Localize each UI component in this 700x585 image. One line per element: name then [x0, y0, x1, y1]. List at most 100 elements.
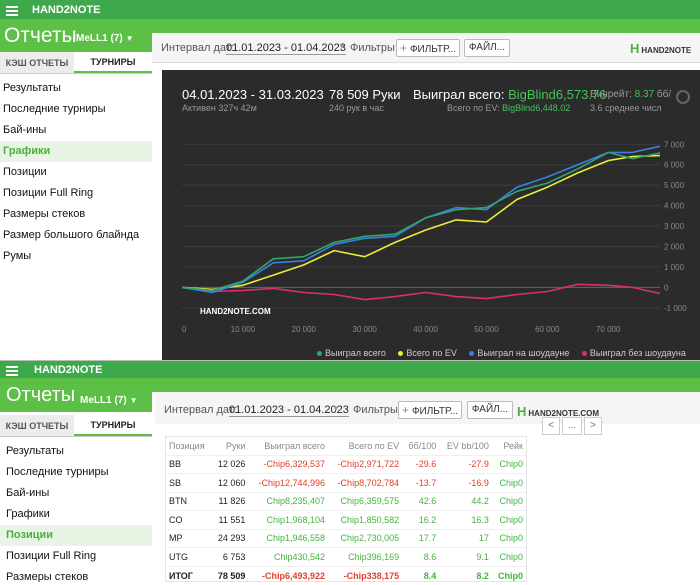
y-tick-label: 1 000 — [664, 263, 685, 272]
sidebar-item-stack-sizes[interactable]: Размеры стеков — [3, 208, 86, 220]
legend-dot-icon — [469, 351, 475, 357]
logo-text: HAND2NOTE.COM — [528, 409, 600, 418]
cell-ev-bb100: -27.9 — [439, 454, 492, 474]
sidebar-item-last-tournaments[interactable]: Последние турниры — [6, 466, 109, 478]
col-hands[interactable]: Руки — [225, 440, 246, 451]
sidebar-item-positions-full-ring[interactable]: Позиции Full Ring — [6, 550, 97, 562]
tab-cash-reports[interactable]: КЭШ ОТЧЕТЫ — [0, 52, 74, 73]
cell-bb100: 8.4 — [402, 565, 440, 585]
sidebar-item-positions-full-ring[interactable]: Позиции Full Ring — [3, 187, 94, 199]
cell-ev-bb100: 44.2 — [439, 491, 492, 511]
cell-ev-total: Chip396,169 — [328, 547, 403, 566]
cell-hands: 11 551 — [211, 510, 249, 529]
sidebar-item-positions[interactable]: Позиции — [3, 166, 47, 178]
sidebar-item-graphs[interactable]: Графики — [6, 508, 50, 520]
sidebar-item-positions[interactable]: Позиции — [0, 525, 152, 546]
cell-won-total: Chip8,235,407 — [248, 491, 329, 511]
plus-icon: + — [399, 41, 407, 55]
profile-selector[interactable]: MeLL1 (7) ▼ — [76, 33, 134, 44]
sidebar-nav: Результаты Последние турниры Бай-ины Гра… — [0, 441, 152, 582]
filter-button-label: ФИЛЬТР... — [409, 44, 457, 55]
file-button[interactable]: ФАЙЛ... — [467, 401, 513, 419]
tab-tournaments[interactable]: ТУРНИРЫ — [74, 415, 152, 436]
sidebar-item-buyins[interactable]: Бай-ины — [6, 487, 50, 499]
filter-button[interactable]: + ФИЛЬТР... — [398, 401, 462, 419]
x-tick-label: 10 000 — [231, 325, 256, 334]
file-button[interactable]: ФАЙЛ... — [464, 39, 510, 57]
table-row[interactable]: MP 24 293 Chip1,946,558 Chip2,730,005 17.7 17… — [166, 528, 526, 548]
more-pages-button[interactable]: ... — [562, 417, 582, 435]
cell-won-total: -Chip12,744,996 — [248, 473, 329, 492]
cell-bb100: 8.6 — [402, 547, 440, 566]
profile-selector[interactable]: MeLL1 (7) ▼ — [80, 395, 138, 406]
winrate-stat: Винрейт: 8.37 бб/ — [590, 89, 671, 100]
series-line-1 — [181, 154, 661, 291]
app-title: HAND2NOTE — [34, 364, 103, 376]
date-dropdown-icon[interactable]: ▼ — [338, 42, 346, 51]
header-band — [152, 19, 700, 33]
sidebar-item-stack-sizes[interactable]: Размеры стеков — [6, 571, 89, 582]
legend-label: Выиграл всего — [325, 348, 386, 358]
date-dropdown-icon[interactable]: ▼ — [332, 404, 340, 413]
app-titlebar: HAND2NOTE — [0, 361, 700, 378]
col-won-total[interactable]: Выиграл всего — [264, 440, 326, 451]
sidebar-item-buyins[interactable]: Бай-ины — [3, 124, 47, 136]
legend-label: Выиграл без шоудауна — [589, 348, 686, 358]
legend-label: Выиграл на шоудауне — [477, 348, 570, 358]
tab-tournaments[interactable]: ТУРНИРЫ — [74, 52, 152, 73]
table-row[interactable]: SB 12 060 -Chip12,744,996 -Chip8,702,784 -13… — [166, 473, 526, 492]
date-range-label: Интервал дат: — [164, 404, 237, 416]
sidebar-item-results[interactable]: Результаты — [6, 445, 64, 457]
col-ev-bb100[interactable]: EV bb/100 — [446, 440, 489, 451]
app-title: HAND2NOTE — [32, 4, 101, 16]
header-band — [152, 378, 700, 392]
series-line-3 — [181, 283, 661, 301]
report-tabs: КЭШ ОТЧЕТЫ ТУРНИРЫ — [0, 415, 152, 437]
cell-won-total: Chip430,542 — [248, 547, 329, 566]
col-ev-total[interactable]: Всего по EV — [348, 440, 400, 451]
y-tick-label: 0 — [664, 283, 669, 292]
x-tick-label: 0 — [182, 325, 187, 334]
cell-bb100: -13.7 — [402, 473, 440, 492]
won-total-label: Выиграл всего: — [413, 87, 505, 102]
col-position[interactable]: Позиция — [169, 440, 205, 451]
table-row[interactable]: BB 12 026 -Chip6,329,537 -Chip2,971,722 -29.… — [166, 454, 526, 474]
next-page-button[interactable]: > — [584, 417, 602, 435]
cell-rake: Chip0 — [491, 473, 526, 492]
date-range-selector[interactable]: 01.01.2023 - 01.04.2023 — [229, 404, 349, 417]
date-range-selector[interactable]: 01.01.2023 - 01.04.2023 — [226, 42, 346, 55]
cell-hands: 11 826 — [211, 491, 249, 511]
x-tick-label: 20 000 — [292, 325, 317, 334]
sidebar-item-big-blind-size[interactable]: Размер большого блайнда — [3, 229, 140, 241]
prev-page-button[interactable]: < — [542, 417, 560, 435]
cell-bb100: 16.2 — [402, 510, 440, 529]
h2n-logo-icon: H — [517, 404, 527, 419]
chart-settings-icon[interactable] — [676, 90, 690, 104]
cell-bb100: -29.6 — [402, 454, 440, 474]
chevron-down-icon: ▼ — [129, 396, 138, 405]
hamburger-menu-icon[interactable] — [6, 364, 18, 378]
sidebar-item-graphs[interactable]: Графики — [0, 141, 152, 162]
table-row[interactable]: CO 11 551 Chip1,968,104 Chip1,850,582 16.2 16… — [166, 510, 526, 529]
filter-toolbar: Интервал дат: 01.01.2023 - 01.04.2023 ▼ … — [152, 33, 700, 63]
x-tick-label: 30 000 — [352, 325, 377, 334]
cell-rake: Chip0 — [491, 547, 526, 566]
sidebar-item-rooms[interactable]: Румы — [3, 250, 32, 262]
page-title: Отчеты — [4, 24, 77, 47]
y-tick-label: 5 000 — [664, 181, 685, 190]
period-text: 04.01.2023 - 31.03.2023 — [182, 87, 324, 102]
y-tick-label: 2 000 — [664, 242, 685, 251]
col-bb100[interactable]: бб/100 — [408, 440, 437, 451]
cell-rake: Chip0 — [491, 491, 526, 511]
filter-button[interactable]: + ФИЛЬТР... — [396, 39, 460, 57]
table-row[interactable]: BTN 11 826 Chip8,235,407 Chip6,359,575 42.6 4… — [166, 491, 526, 511]
hamburger-menu-icon[interactable] — [6, 4, 18, 18]
table-total-row[interactable]: ИТОГ 78 509 -Chip6,493,922 -Chip338,175 8.4 8… — [166, 565, 526, 585]
tab-cash-reports[interactable]: КЭШ ОТЧЕТЫ — [0, 415, 74, 436]
filter-button-label: ФИЛЬТР... — [411, 406, 459, 417]
col-rake[interactable]: Рейк — [503, 440, 523, 451]
sidebar-item-results[interactable]: Результаты — [3, 82, 61, 94]
table-row[interactable]: UTG 6 753 Chip430,542 Chip396,169 8.6 9.1 Chip… — [166, 547, 526, 566]
cell-hands: 12 060 — [211, 473, 249, 492]
sidebar-item-last-tournaments[interactable]: Последние турниры — [3, 103, 106, 115]
